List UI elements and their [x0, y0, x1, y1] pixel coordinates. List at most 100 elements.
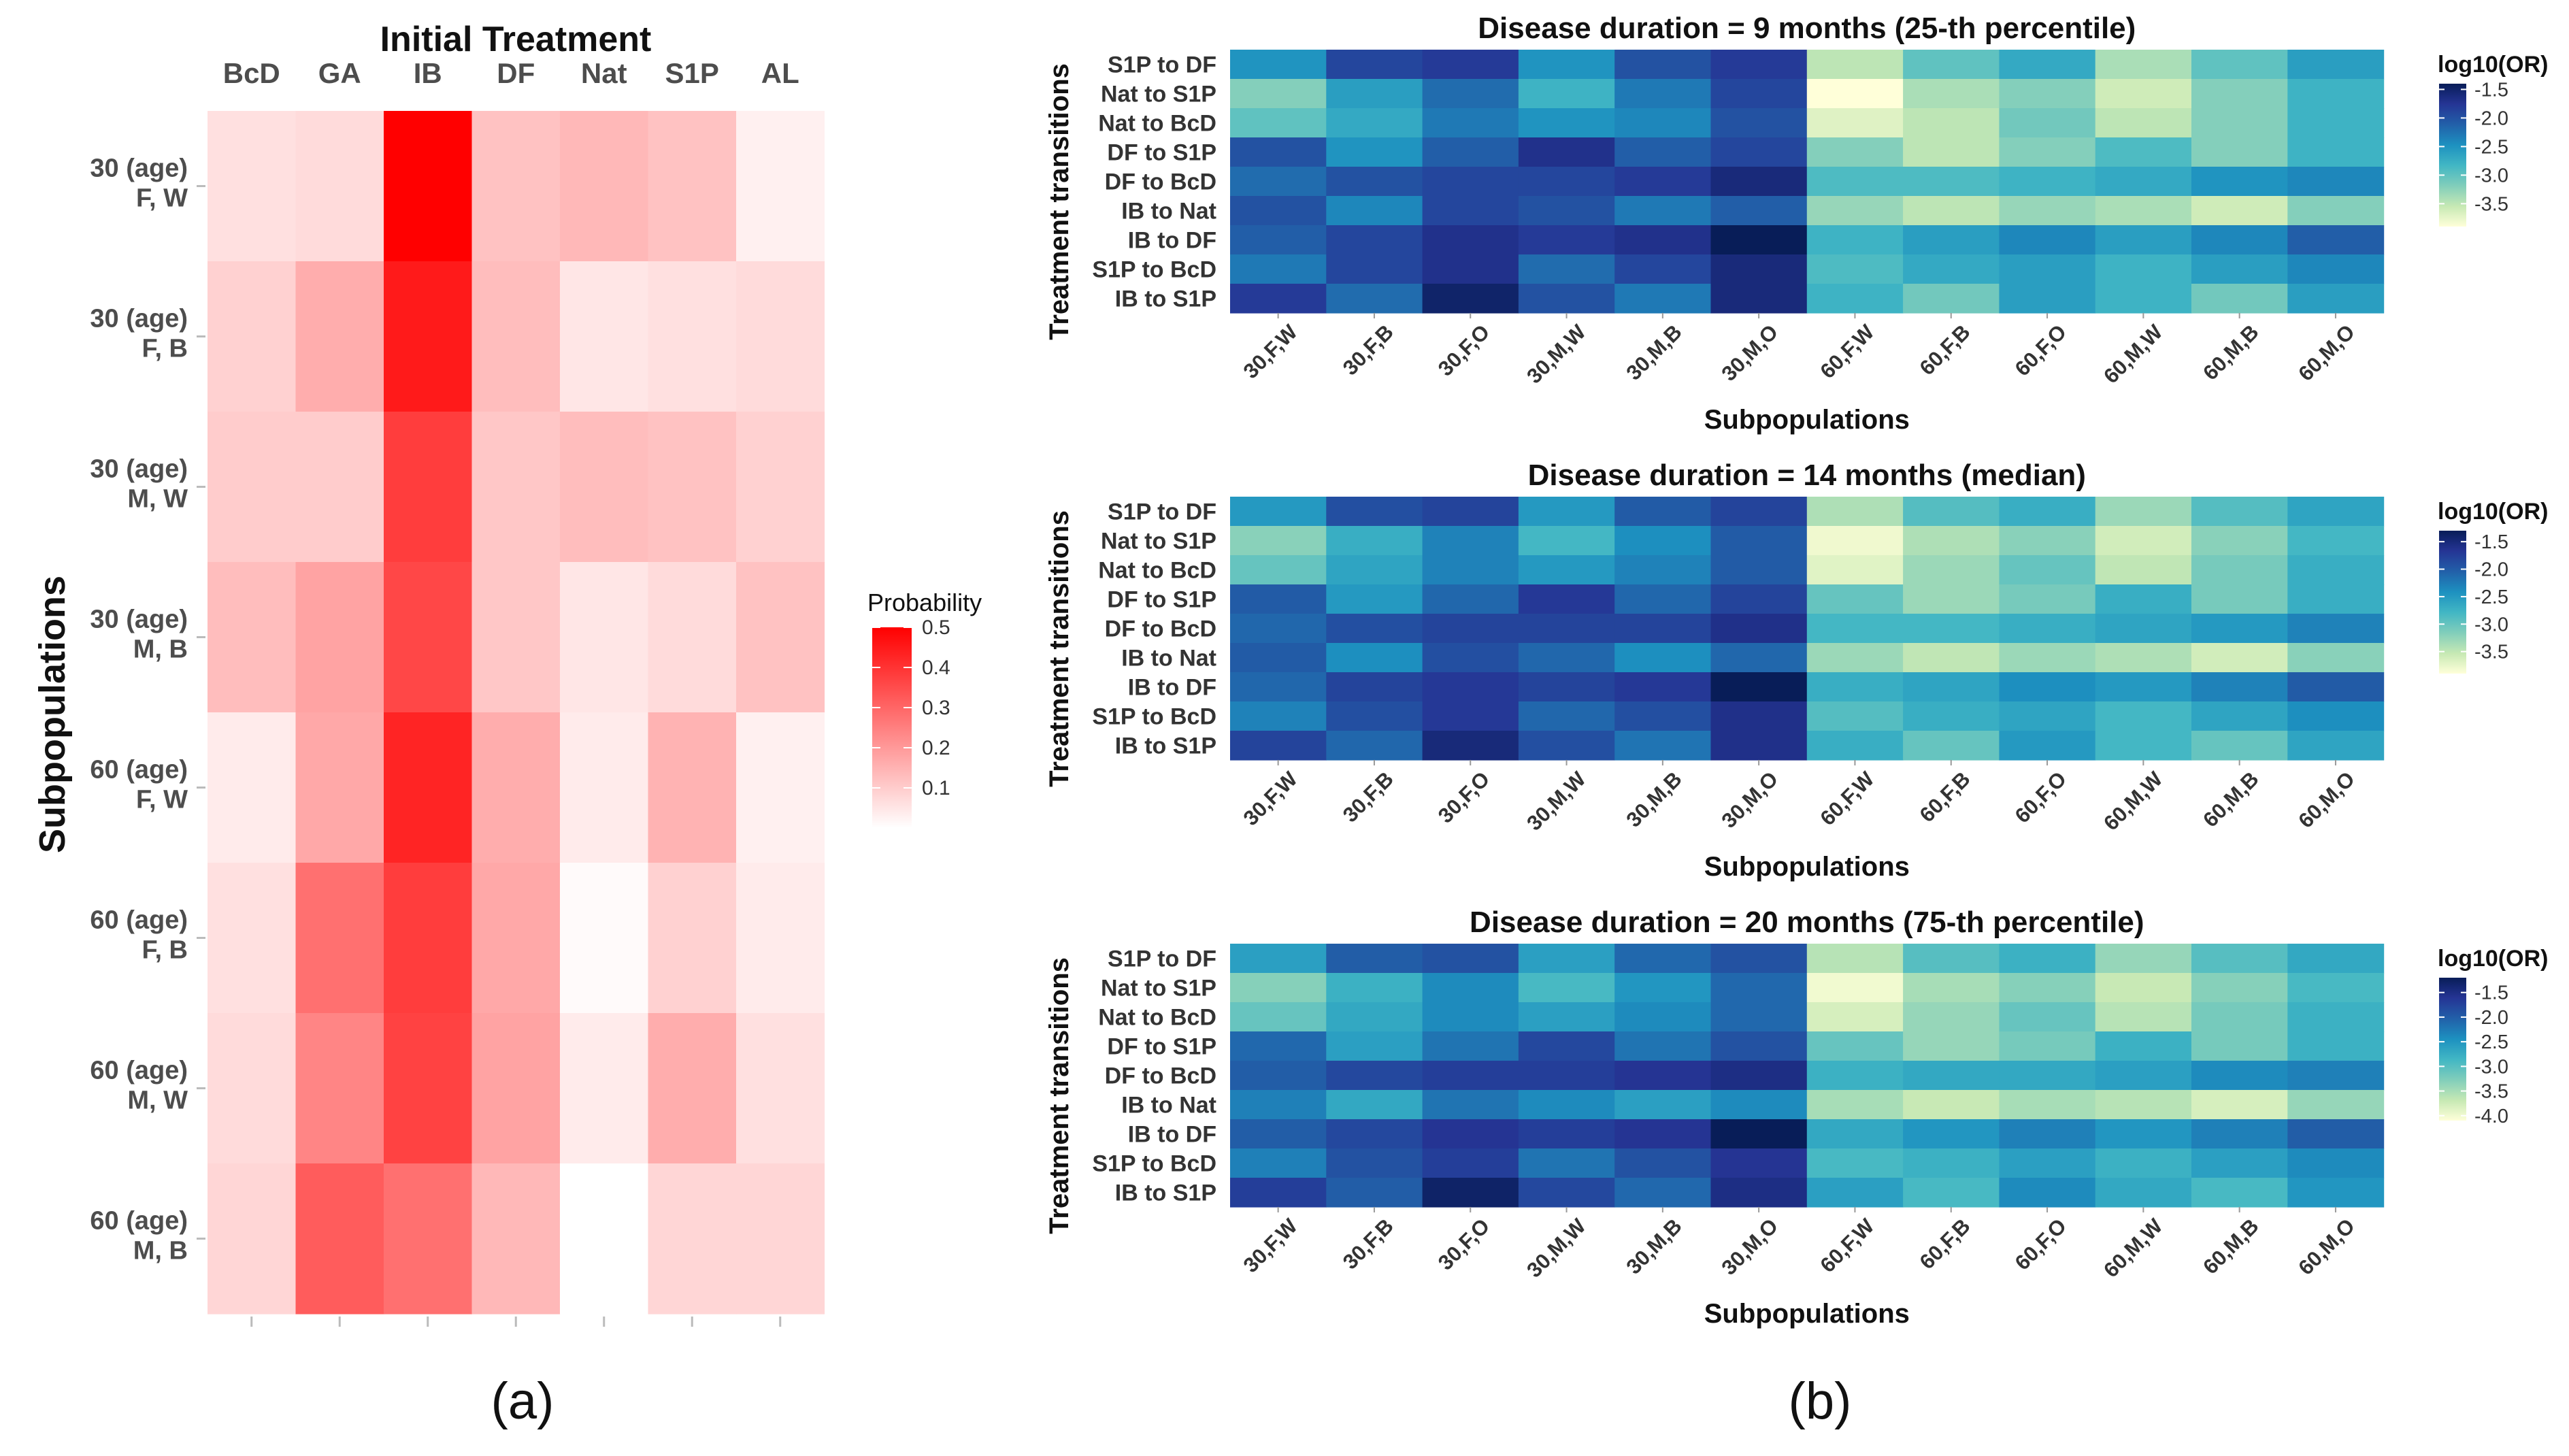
heatmap-cell [1806, 79, 1904, 109]
heatmap-cell [1614, 1090, 1712, 1120]
heatmap-cell [2287, 643, 2385, 673]
heatmap-cell [1710, 1090, 1808, 1120]
column-tick-label: 60,F,W [1815, 767, 1878, 830]
panel-a-column-ticks: BcD GA IB DF Nat S1P AL [223, 57, 799, 1327]
legend-tick-label: -3.5 [2474, 1081, 2508, 1103]
heatmap-cell [1806, 284, 1904, 314]
column-tick-label: IB [414, 57, 442, 89]
heatmap-cell [2095, 167, 2192, 197]
row-tick-label: Nat to S1P [1101, 529, 1216, 555]
heatmap-cell [2095, 1061, 2192, 1091]
heatmap-cell [295, 863, 384, 1014]
heatmap-cell [2191, 225, 2288, 255]
legend-tick-label: 0.5 [922, 616, 950, 639]
heatmap-cell [2191, 672, 2288, 702]
heatmap-cell [1326, 50, 1423, 80]
column-tick-label: 60,M,B [2198, 1214, 2263, 1278]
heatmap-cell [1422, 701, 1519, 731]
heatmap-cell [1999, 1031, 2096, 1061]
legend-tick-label: -2.5 [2474, 136, 2508, 158]
heatmap-cell [1903, 254, 2000, 284]
heatmap-cell [1422, 731, 1519, 761]
column-tick-label: 30,F,B [1338, 767, 1398, 827]
heatmap-cell [1614, 643, 1712, 673]
heatmap-cell [2287, 1061, 2385, 1091]
probability-colorbar [872, 627, 912, 828]
heatmap-cell [1326, 1090, 1423, 1120]
heatmap-cell [1422, 1002, 1519, 1032]
heatmap-cell [1326, 79, 1423, 109]
heatmap-cell [2191, 1031, 2288, 1061]
heatmap-cell [2095, 50, 2192, 80]
heatmap-cell [1614, 284, 1712, 314]
heatmap-cell [1614, 167, 1712, 197]
heatmap-cell [1230, 167, 1327, 197]
heatmap-cell [1614, 1061, 1712, 1091]
heatmap-cell [1710, 944, 1808, 974]
heatmap-title: Disease duration = 14 months (median) [1528, 459, 2086, 492]
heatmap-cell [1710, 50, 1808, 80]
heatmap-cell [1230, 701, 1327, 731]
column-tick-label: 60,M,W [2099, 320, 2168, 388]
heatmap-cell [1903, 1031, 2000, 1061]
heatmap-cell [2287, 526, 2385, 556]
heatmap-cell [1614, 79, 1712, 109]
heatmap-cell [2095, 584, 2192, 614]
column-tick-label: 30,M,W [1522, 767, 1591, 835]
heatmap-cell [1999, 108, 2096, 138]
row-tick-label: S1P to BcD [1092, 1151, 1216, 1177]
heatmap-cell [1518, 79, 1615, 109]
heatmap-cell [1230, 225, 1327, 255]
heatmap-cell [2191, 555, 2288, 585]
probability-legend: Probability 0.5 0.4 0.3 0.2 0.1 [867, 589, 982, 828]
heatmap-cell [1326, 1178, 1423, 1208]
heatmap-cell [1230, 50, 1327, 80]
heatmap-cell [1326, 643, 1423, 673]
heatmap-cell [736, 712, 825, 863]
row-tick-label: 30 (age) [90, 305, 188, 333]
panel-b-log-odds-heatmaps: Disease duration = 9 months (25-th perce… [1044, 12, 2548, 1430]
heatmap-cell [2095, 672, 2192, 702]
heatmap-cell [2095, 643, 2192, 673]
row-tick-label: M, W [127, 485, 188, 514]
heatmap-cell [1518, 731, 1615, 761]
heatmap-cell [2287, 137, 2385, 167]
heatmap-cell [1614, 108, 1712, 138]
row-tick-label: DF to BcD [1105, 616, 1216, 642]
x-axis-title: Subpopulations [1704, 405, 1910, 435]
heatmap-cell [648, 562, 737, 713]
panel-a-cells [208, 111, 825, 1314]
heatmap-cell [2095, 1090, 2192, 1120]
column-tick-label: 60,F,B [1915, 320, 1975, 380]
heatmap-cell [1230, 1119, 1327, 1149]
column-tick-label: 60,F,O [2010, 1214, 2071, 1274]
heatmap-cell [1326, 1148, 1423, 1178]
heatmap-cell [560, 111, 649, 262]
heatmap-cell [1999, 1090, 2096, 1120]
legend-tick-label: -2.5 [2474, 1031, 2508, 1053]
heatmap-cell [1903, 731, 2000, 761]
column-tick-label: S1P [665, 57, 719, 89]
column-tick-label: 60,M,W [2099, 767, 2168, 835]
heatmap-cell [1422, 1031, 1519, 1061]
column-tick-label: 30,M,O [1717, 767, 1783, 833]
column-tick-label: DF [497, 57, 535, 89]
row-tick-label: 60 (age) [90, 1207, 188, 1236]
heatmap-cell [1230, 196, 1327, 226]
heatmap-cell [2191, 944, 2288, 974]
heatmap-cell [1518, 973, 1615, 1003]
row-tick-label: IB to DF [1128, 675, 1216, 701]
heatmap-cell [1518, 1061, 1615, 1091]
heatmap-cell [1806, 584, 1904, 614]
heatmap-20-months: Disease duration = 20 months (75-th perc… [1044, 906, 2548, 1329]
heatmap-cell [648, 863, 737, 1014]
heatmap-cell [2191, 1061, 2288, 1091]
heatmap-9-months: Disease duration = 9 months (25-th perce… [1044, 12, 2548, 435]
column-tick-label: 30,F,W [1239, 320, 1302, 383]
heatmap-cell [2287, 1002, 2385, 1032]
row-tick-label: DF to BcD [1105, 169, 1216, 195]
heatmap-cell [1614, 1002, 1712, 1032]
heatmap-cell [208, 712, 297, 863]
row-tick-label: DF to S1P [1107, 1034, 1216, 1060]
heatmap-cell [1710, 497, 1808, 527]
